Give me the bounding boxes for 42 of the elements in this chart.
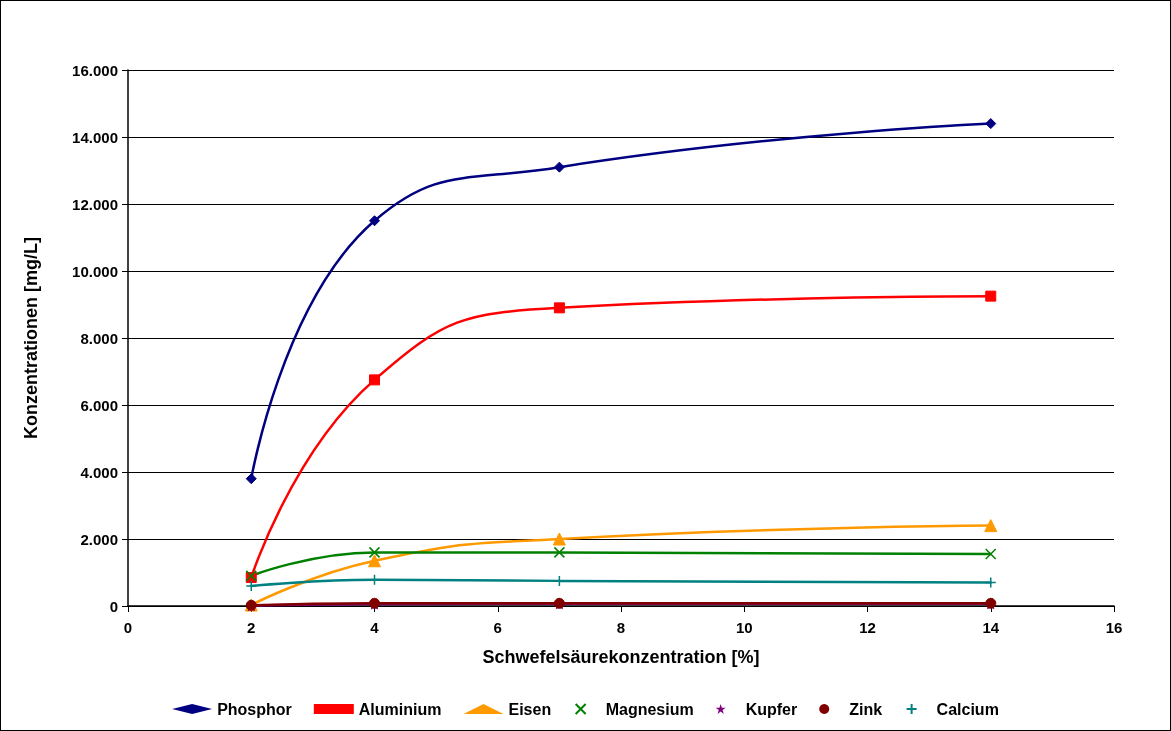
point bbox=[369, 215, 380, 227]
x-tick-label: 6 bbox=[493, 619, 502, 636]
x-tick-label: 4 bbox=[370, 619, 380, 636]
x-tick-label: 8 bbox=[616, 619, 626, 636]
legend-label: Zink bbox=[849, 700, 883, 718]
point bbox=[985, 548, 997, 560]
legend-label: Magnesium bbox=[605, 700, 694, 718]
legend-label: Aluminium bbox=[358, 700, 442, 718]
y-tick-label: 12.000 bbox=[72, 195, 118, 213]
point bbox=[984, 519, 998, 533]
x-axis-title: Schwefelsäurekonzentration [%] bbox=[482, 647, 760, 667]
point bbox=[368, 554, 381, 568]
y-tick-label: 10.000 bbox=[72, 262, 118, 280]
point bbox=[985, 290, 997, 302]
y-tick-label: 2.000 bbox=[80, 530, 118, 548]
x-tick-label: 16 bbox=[1105, 619, 1123, 636]
y-tick-label: 8.000 bbox=[80, 329, 118, 347]
x-tick-label: 10 bbox=[735, 619, 753, 636]
y-tick-label: 0 bbox=[109, 597, 118, 615]
legend-label: Kupfer bbox=[745, 700, 798, 718]
legend-label: Calcium bbox=[936, 700, 999, 718]
y-tick-label: 4.000 bbox=[80, 463, 118, 481]
point bbox=[245, 473, 257, 485]
y-tick-label: 16.000 bbox=[72, 61, 118, 79]
x-tick-label: 12 bbox=[859, 619, 876, 636]
x-tick-label: 14 bbox=[982, 619, 1000, 636]
point bbox=[245, 580, 257, 592]
x-tick-label: 0 bbox=[123, 619, 133, 636]
point bbox=[985, 118, 997, 130]
y-tick-label: 6.000 bbox=[80, 396, 118, 414]
point bbox=[553, 302, 565, 314]
y-tick-label: 14.000 bbox=[72, 128, 118, 146]
x-tick-label: 2 bbox=[247, 619, 256, 636]
legend-label: Phosphor bbox=[217, 700, 292, 718]
legend-label: Eisen bbox=[508, 700, 552, 718]
point bbox=[368, 546, 381, 559]
point bbox=[553, 161, 565, 173]
point bbox=[985, 576, 997, 589]
point bbox=[369, 374, 380, 386]
point bbox=[553, 546, 566, 559]
y-axis-title: Konzentrationen [mg/L] bbox=[21, 237, 41, 439]
point bbox=[552, 532, 566, 546]
